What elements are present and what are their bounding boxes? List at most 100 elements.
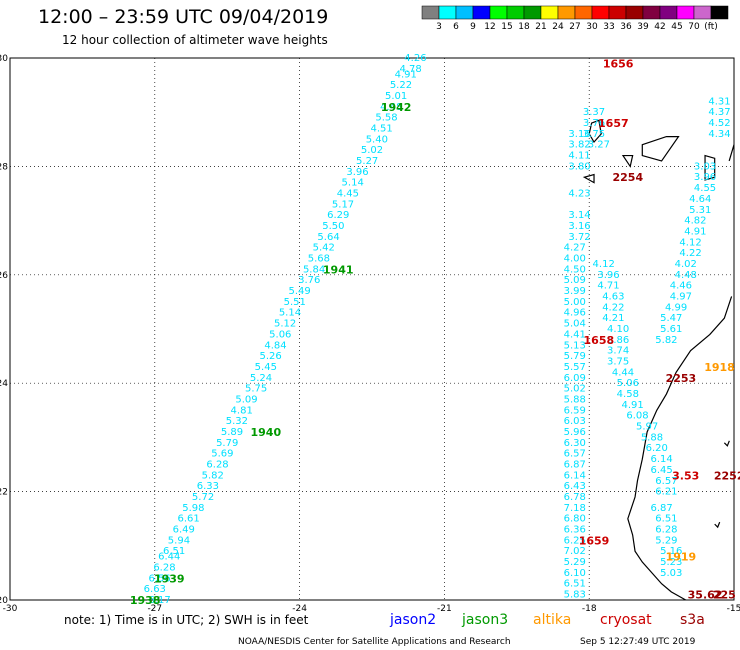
swh-value-label: 6.03: [564, 416, 586, 427]
color-legend: 3 6 9 12 15 18 21 24 27 30 33 36 39 42 45 70 (ft): [421, 5, 729, 32]
swh-value-label: 4.31: [708, 96, 730, 107]
swh-value-label: 6.80: [564, 514, 586, 525]
swh-value-label: 6.57: [564, 449, 586, 460]
swh-value-label: 4.52: [708, 118, 730, 129]
island: [582, 173, 595, 184]
swh-value-label: 3.76: [298, 275, 320, 286]
legend-label: 15: [501, 22, 512, 32]
swh-value-label: 5.31: [689, 205, 711, 216]
swh-value-label: 6.51: [163, 546, 185, 557]
swh-value-label: 4.34: [708, 129, 730, 140]
swh-value-label: 5.40: [366, 134, 388, 145]
swh-value-label: 5.09: [235, 394, 257, 405]
swh-value-label: 5.14: [342, 178, 364, 189]
mission-label-s3a: s3a: [680, 612, 705, 628]
swh-value-label: 6.43: [564, 481, 586, 492]
x-tick-label: -15: [727, 604, 740, 614]
pass-time-label: 1658: [584, 334, 615, 347]
swh-value-label: 5.57: [564, 362, 586, 373]
pass-time-label: 2253: [666, 372, 697, 385]
mission-label-jason3: jason3: [461, 612, 508, 628]
swh-value-label: 4.27: [564, 243, 586, 254]
swh-value-label: 5.50: [322, 221, 344, 232]
swh-value-label: 5.23: [660, 557, 682, 568]
swh-value-label: 4.48: [675, 270, 697, 281]
legend-label: 39: [637, 22, 649, 32]
swh-value-label: 5.51: [284, 297, 306, 308]
pass-time-label: 1938: [130, 594, 161, 607]
swh-value-label: 4.91: [395, 69, 417, 80]
plot-frame: [9, 57, 735, 601]
legend-label: 33: [603, 22, 614, 32]
swh-value-label: 6.08: [626, 411, 648, 422]
track-east: 4.344.524.374.31 3.033.964.554.645.314.82…: [655, 96, 730, 345]
swh-value-label: 3.72: [568, 232, 590, 243]
swh-value-label: 4.41: [564, 329, 586, 340]
swh-value-label: 3.37: [583, 107, 605, 118]
pass-time-label: 1940: [251, 426, 282, 439]
swh-value-label: 5.06: [269, 329, 291, 340]
coast-fragment: [714, 521, 721, 529]
swh-value-label: 4.12: [593, 259, 615, 270]
swh-value-label: 5.45: [255, 362, 277, 373]
swh-value-label: 5.47: [660, 313, 682, 324]
swh-value-label: 6.44: [158, 552, 180, 563]
swh-value-label: 4.99: [665, 302, 687, 313]
legend-label: 9: [470, 22, 476, 32]
x-tick-label: -18: [582, 604, 597, 614]
swh-value-label: 5.69: [211, 449, 233, 460]
swh-value-label: 4.22: [679, 248, 701, 259]
x-tick-label: -24: [292, 604, 307, 614]
swh-value-label: 4.10: [607, 324, 629, 335]
swh-value-label: 5.42: [313, 243, 335, 254]
swh-value-label: 3.80: [568, 161, 590, 172]
swh-value-label: 5.49: [288, 286, 310, 297]
x-tick-label: -30: [3, 604, 18, 614]
swh-value-label: 6.78: [564, 492, 586, 503]
swh-value-label: 5.02: [361, 145, 383, 156]
swh-value-label: 3.76: [583, 118, 605, 129]
swh-value-label: 6.33: [197, 481, 219, 492]
swh-value-label: 6.87: [564, 460, 586, 471]
track-1658: 3.373.763.753.274.123.964.714.634.224.21…: [583, 107, 682, 579]
swh-value-label: 6.25: [564, 535, 586, 546]
swh-value-label: 5.82: [202, 470, 224, 481]
swh-value-label: 3.27: [588, 140, 610, 151]
swh-value-label: 6.63: [144, 584, 166, 595]
swh-value-label: 5.72: [192, 492, 214, 503]
legend-label: 45: [671, 22, 682, 32]
pass-time-label: 35.62: [688, 589, 723, 602]
pass-time-label: 1656: [603, 57, 634, 70]
swh-value-label: 3.96: [597, 270, 619, 281]
swh-value-label: 3.74: [607, 346, 629, 357]
legend-label: 18: [518, 22, 530, 32]
swh-value-label: 5.79: [216, 438, 238, 449]
swh-value-label: 4.45: [337, 189, 359, 200]
legend-label: 6: [453, 22, 459, 32]
legend-label: 12: [484, 22, 495, 32]
swh-value-label: 4.21: [602, 313, 624, 324]
africa-coast-north: [728, 144, 735, 162]
swh-value-label: 6.59: [564, 405, 586, 416]
track-1659-left: 5.836.516.105.297.026.256.366.807.186.78…: [564, 129, 591, 601]
swh-value-label: 6.20: [646, 443, 668, 454]
swh-value-label: 5.09: [564, 275, 586, 286]
legend-label: 21: [535, 22, 546, 32]
swh-value-label: 6.87: [650, 503, 672, 514]
pass-time-label: 1659: [579, 534, 610, 547]
swh-value-label: 4.63: [602, 291, 624, 302]
swh-value-label: 3.75: [583, 129, 605, 140]
swh-value-label: 4.48: [380, 102, 402, 113]
swh-value-label: 5.14: [279, 308, 301, 319]
swh-value-label: 3.96: [694, 172, 716, 183]
africa-coast: [627, 296, 733, 601]
swh-value-label: 6.21: [655, 487, 677, 498]
swh-value-label: 5.89: [221, 427, 243, 438]
swh-value-label: 4.23: [568, 189, 590, 200]
swh-value-label: 6.57: [655, 476, 677, 487]
swh-value-label: 5.01: [385, 91, 407, 102]
swh-value-label: 4.37: [708, 107, 730, 118]
swh-value-label: 5.94: [168, 535, 190, 546]
swh-value-label: 5.58: [375, 113, 397, 124]
